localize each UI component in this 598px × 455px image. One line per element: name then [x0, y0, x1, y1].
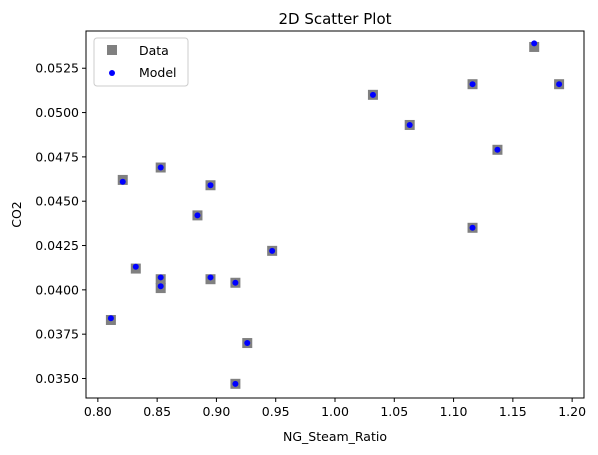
- x-axis-label: NG_Steam_Ratio: [283, 429, 387, 444]
- x-axis: 0.80 0.85 0.90 0.95 1.00 1.05 1.10 1.15 1.20: [84, 398, 586, 419]
- x-tick-label: 1.05: [380, 404, 408, 419]
- model-point: [469, 224, 476, 231]
- y-tick-label: 0.0425: [35, 238, 79, 253]
- x-tick-label: 0.95: [262, 404, 290, 419]
- legend-data-label: Data: [139, 43, 169, 58]
- model-point: [531, 40, 538, 47]
- model-point: [232, 380, 239, 387]
- legend-model-marker: [109, 70, 115, 76]
- y-axis: 0.0350 0.0375 0.0400 0.0425 0.0450 0.0475 0.05…: [35, 61, 86, 386]
- y-tick-label: 0.0475: [35, 149, 79, 164]
- legend-model-label: Model: [139, 65, 177, 80]
- model-point: [406, 121, 413, 128]
- model-point: [469, 81, 476, 88]
- y-tick-label: 0.0400: [35, 282, 79, 297]
- model-point: [194, 212, 201, 219]
- y-tick-label: 0.0450: [35, 194, 79, 209]
- legend: Data Model: [93, 37, 189, 87]
- y-tick-label: 0.0375: [35, 327, 79, 342]
- y-axis-label: CO2: [9, 201, 24, 228]
- x-tick-label: 1.10: [440, 404, 468, 419]
- x-tick-label: 1.20: [558, 404, 586, 419]
- x-tick-label: 0.80: [84, 404, 112, 419]
- y-tick-label: 0.0350: [35, 371, 79, 386]
- model-point: [119, 178, 126, 185]
- model-point: [157, 274, 164, 281]
- model-point: [369, 91, 376, 98]
- model-point: [244, 340, 251, 347]
- model-point: [132, 263, 139, 270]
- model-point: [232, 279, 239, 286]
- x-tick-label: 0.90: [203, 404, 231, 419]
- model-point: [207, 274, 214, 281]
- y-tick-label: 0.0525: [35, 61, 79, 76]
- model-series: [107, 40, 563, 387]
- legend-data-marker: [107, 45, 117, 55]
- model-point: [157, 283, 164, 290]
- data-point: [529, 41, 540, 52]
- model-point: [494, 146, 501, 153]
- chart-title: 2D Scatter Plot: [278, 10, 391, 28]
- model-point: [157, 164, 164, 171]
- x-tick-label: 1.00: [321, 404, 349, 419]
- model-point: [269, 247, 276, 254]
- x-tick-label: 0.85: [143, 404, 171, 419]
- x-tick-label: 1.15: [499, 404, 527, 419]
- model-point: [207, 182, 214, 189]
- model-point: [107, 315, 114, 322]
- plot-area: [86, 31, 584, 398]
- legend-box: [93, 37, 189, 87]
- y-tick-label: 0.0500: [35, 105, 79, 120]
- model-point: [556, 81, 563, 88]
